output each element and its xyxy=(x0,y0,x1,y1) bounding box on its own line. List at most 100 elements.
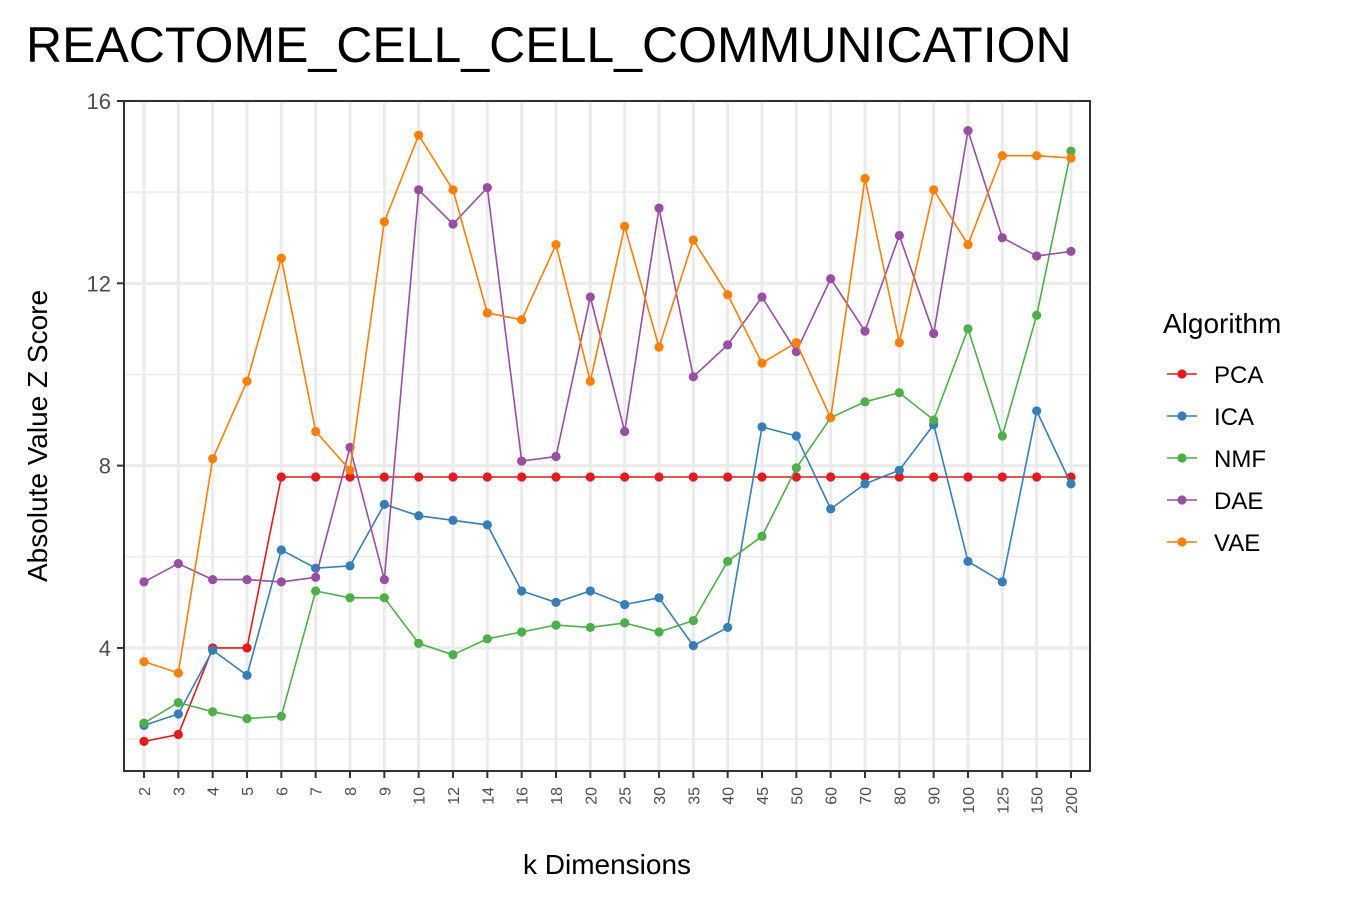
data-point-ica xyxy=(826,504,836,514)
data-point-dae xyxy=(173,559,183,569)
data-point-pca xyxy=(414,472,424,482)
data-point-pca xyxy=(620,472,630,482)
x-tick-label: 70 xyxy=(858,787,875,805)
data-point-ica xyxy=(242,670,252,680)
data-point-vae xyxy=(860,173,870,184)
panel-border xyxy=(123,100,1091,772)
data-point-vae xyxy=(173,668,183,678)
data-point-ica xyxy=(585,586,595,596)
data-point-nmf xyxy=(379,593,389,603)
y-axis-title: Absolute Value Z Score xyxy=(22,290,53,582)
data-point-ica xyxy=(723,622,733,633)
series-vae xyxy=(139,130,1076,678)
data-point-ica xyxy=(894,465,904,475)
data-point-vae xyxy=(139,657,149,667)
data-point-pca xyxy=(276,472,286,482)
x-tick-label: 12 xyxy=(446,787,463,805)
x-tick-label: 30 xyxy=(652,787,669,805)
data-point-pca xyxy=(482,472,492,482)
data-point-pca xyxy=(1032,472,1042,482)
data-point-ica xyxy=(791,431,801,441)
data-point-vae xyxy=(1066,153,1076,163)
series-line-ica xyxy=(143,408,1072,727)
data-point-ica xyxy=(551,597,561,607)
data-point-dae xyxy=(208,574,218,585)
data-point-dae xyxy=(242,574,252,585)
x-tick-label: 5 xyxy=(240,787,257,796)
data-point-dae xyxy=(723,340,733,350)
y-tick-label: 4 xyxy=(99,636,111,661)
data-point-nmf xyxy=(860,397,870,407)
legend-label-nmf: NMF xyxy=(1214,446,1266,473)
data-point-dae xyxy=(1032,251,1042,261)
data-point-vae xyxy=(929,185,939,195)
data-point-vae xyxy=(620,221,630,231)
data-point-dae xyxy=(757,292,767,302)
x-tick-label: 2 xyxy=(137,787,154,796)
data-point-nmf xyxy=(791,463,801,473)
data-point-vae xyxy=(276,253,286,263)
data-point-pca xyxy=(345,472,355,482)
data-point-dae xyxy=(688,372,698,382)
x-tick-label: 20 xyxy=(583,787,600,805)
legend-label-dae: DAE xyxy=(1214,488,1263,515)
data-point-vae xyxy=(723,290,733,300)
data-point-nmf xyxy=(963,324,973,334)
data-point-pca xyxy=(723,472,733,482)
data-point-nmf xyxy=(551,620,561,630)
data-point-ica xyxy=(997,577,1007,587)
data-point-nmf xyxy=(585,622,595,633)
data-point-nmf xyxy=(517,627,527,637)
data-point-nmf xyxy=(208,707,218,717)
legend-point-nmf xyxy=(1177,453,1187,463)
x-tick-label: 8 xyxy=(343,787,360,796)
series-nmf xyxy=(139,146,1076,728)
data-point-dae xyxy=(276,577,286,587)
x-tick-label: 125 xyxy=(995,787,1012,814)
y-tick-label: 16 xyxy=(87,89,111,114)
data-point-dae xyxy=(826,274,836,284)
data-point-nmf xyxy=(139,718,149,728)
data-point-dae xyxy=(620,426,630,437)
data-point-pca xyxy=(963,472,973,482)
data-point-pca xyxy=(791,472,801,482)
data-point-dae xyxy=(482,182,492,193)
data-point-nmf xyxy=(345,593,355,603)
data-point-pca xyxy=(757,472,767,482)
data-point-vae xyxy=(791,337,801,348)
legend-label-ica: ICA xyxy=(1214,404,1254,431)
data-point-nmf xyxy=(448,650,458,660)
data-point-dae xyxy=(139,577,149,587)
x-tick-label: 40 xyxy=(721,787,738,805)
data-point-ica xyxy=(448,515,458,525)
x-tick-label: 90 xyxy=(927,787,944,805)
data-point-dae xyxy=(997,233,1007,243)
data-point-pca xyxy=(448,472,458,482)
data-point-dae xyxy=(414,185,424,195)
x-tick-label: 18 xyxy=(549,787,566,805)
data-point-nmf xyxy=(1066,146,1076,156)
legend-point-vae xyxy=(1177,537,1187,547)
chart-title: REACTOME_CELL_CELL_COMMUNICATION xyxy=(26,17,1072,73)
data-point-ica xyxy=(517,586,527,596)
data-point-ica xyxy=(414,511,424,521)
data-point-nmf xyxy=(997,431,1007,441)
y-tick-label: 8 xyxy=(99,454,111,479)
x-tick-label: 50 xyxy=(789,787,806,805)
data-point-pca xyxy=(173,729,183,740)
data-point-nmf xyxy=(688,615,698,626)
data-point-nmf xyxy=(414,638,424,648)
x-tick-label: 45 xyxy=(755,787,772,805)
x-tick-label: 10 xyxy=(412,787,429,805)
data-point-nmf xyxy=(482,634,492,644)
series-line-pca xyxy=(143,476,1071,743)
data-point-pca xyxy=(311,472,321,482)
data-point-vae xyxy=(826,413,836,423)
data-point-ica xyxy=(276,545,286,555)
data-point-pca xyxy=(688,472,698,482)
data-point-dae xyxy=(379,574,389,585)
data-point-ica xyxy=(345,561,355,571)
series-line-vae xyxy=(143,133,1072,675)
x-tick-label: 9 xyxy=(377,787,394,796)
